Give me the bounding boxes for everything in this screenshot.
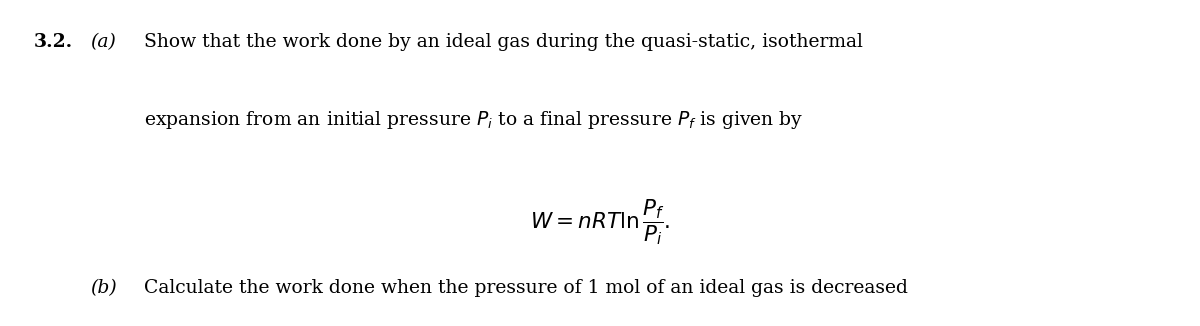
- Text: expansion from an initial pressure $P_i$ to a final pressure $P_f$ is given by: expansion from an initial pressure $P_i$…: [144, 109, 803, 131]
- Text: Show that the work done by an ideal gas during the quasi-static, isothermal: Show that the work done by an ideal gas …: [144, 33, 863, 51]
- Text: $W = nRT\ln\dfrac{P_f}{P_i}.$: $W = nRT\ln\dfrac{P_f}{P_i}.$: [529, 197, 671, 247]
- Text: 3.2.: 3.2.: [34, 33, 73, 51]
- Text: Calculate the work done when the pressure of 1 mol of an ideal gas is decreased: Calculate the work done when the pressur…: [144, 279, 908, 297]
- Text: (b): (b): [90, 279, 116, 297]
- Text: (a): (a): [90, 33, 116, 51]
